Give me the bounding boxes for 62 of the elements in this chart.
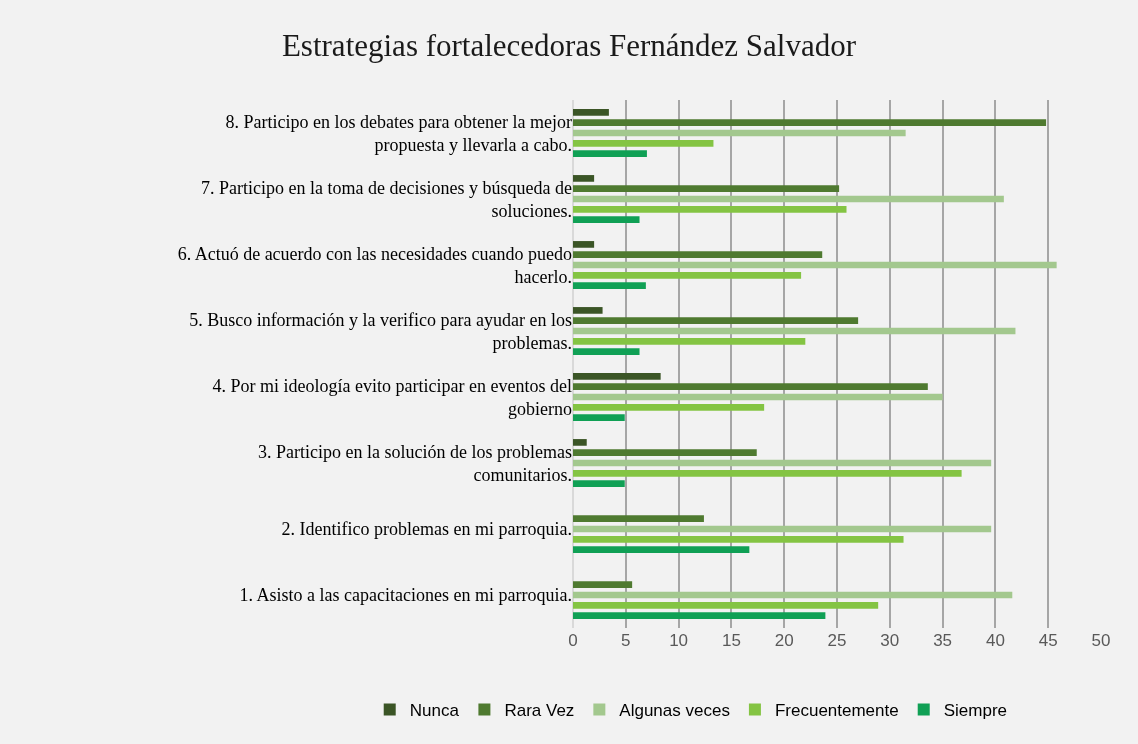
x-tick-label: 15: [721, 631, 741, 650]
legend-label: Frecuentemente: [774, 701, 899, 721]
bar: [573, 459, 992, 467]
bar: [573, 348, 640, 355]
bar: [573, 139, 714, 147]
x-tick-label: 30: [880, 631, 900, 650]
bar: [573, 612, 826, 619]
bar: [573, 175, 595, 182]
bar: [573, 480, 625, 487]
bar: [573, 591, 1013, 599]
x-tick-label: 25: [827, 631, 847, 650]
x-tick-label: 50: [1091, 631, 1111, 650]
bar: [573, 317, 859, 325]
bar: [573, 469, 962, 477]
legend-label: Algunas veces: [619, 701, 730, 721]
y-tick-label: 3. Participo en la solución de los problemas comunitarios.: [258, 441, 572, 485]
bar: [573, 383, 928, 391]
bar: [573, 129, 906, 137]
bar: [573, 449, 757, 457]
x-tick-label: 40: [985, 631, 1005, 650]
bar: [573, 282, 646, 289]
bar: [573, 525, 992, 533]
bar: [573, 414, 625, 421]
chart-title: Estrategias fortalecedoras Fernández Salvador: [281, 27, 857, 63]
bar: [573, 271, 802, 279]
y-tick-label: 6. Actuó de acuerdo con las necesidades cuando puedo hacerlo.: [177, 243, 572, 287]
x-tick-label: 10: [669, 631, 689, 650]
legend-label: Siempre: [943, 701, 1008, 721]
bar: [573, 205, 847, 213]
legend-label: Nunca: [409, 701, 460, 721]
bar: [573, 185, 840, 193]
bar: [573, 393, 943, 401]
bar: [573, 403, 765, 411]
bar: [573, 515, 704, 523]
y-tick-label: 8. Participo en los debates para obtener la mejor propuesta y llevarla a cabo.: [225, 111, 572, 155]
x-tick-label: 45: [1038, 631, 1058, 650]
bar: [573, 261, 1057, 269]
x-tick-label: 20: [774, 631, 794, 650]
bar: [573, 241, 595, 248]
bar: [573, 581, 633, 589]
bar: [573, 546, 750, 553]
x-tick-label: 0: [568, 631, 578, 650]
bar: [573, 216, 640, 223]
bar: [573, 251, 823, 259]
x-tick-label: 5: [621, 631, 631, 650]
bar: [573, 535, 904, 543]
bar: [573, 439, 587, 446]
y-tick-label: 4. Por mi ideología evito participar en eventos del gobierno: [212, 375, 572, 419]
bar: [573, 195, 1004, 203]
bar: [573, 307, 603, 314]
bar: [573, 601, 879, 609]
bar: [573, 373, 661, 380]
y-tick-label: 2. Identifico problemas en mi parroquia.: [281, 519, 572, 540]
bar: [573, 109, 609, 116]
y-tick-label: 5. Busco información y la verifico para ayudar en los problemas.: [189, 309, 572, 353]
bar: [573, 119, 1047, 127]
bar: [573, 337, 806, 345]
y-tick-label: 7. Participo en la toma de decisiones y búsqueda de soluciones.: [201, 177, 572, 221]
legend-label: Rara Vez: [504, 701, 575, 721]
bar: [573, 150, 647, 157]
x-tick-label: 35: [933, 631, 953, 650]
y-tick-label: 1. Asisto a las capacitaciones en mi parroquia.: [239, 585, 572, 606]
